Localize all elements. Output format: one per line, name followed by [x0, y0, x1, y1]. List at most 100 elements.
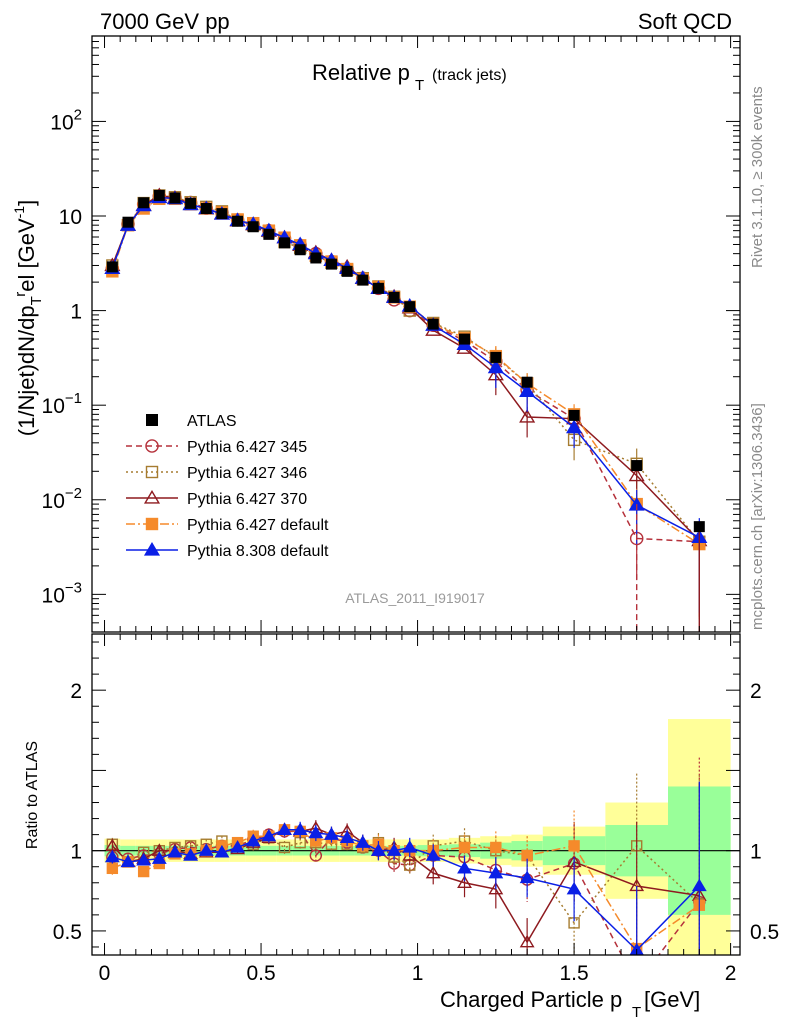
data-point-ATLAS	[294, 244, 306, 256]
plot-title-sub: T	[415, 77, 424, 94]
data-point-ATLAS	[427, 318, 439, 330]
mcplots-label: mcplots.cern.ch [arXiv:1306.3436]	[749, 403, 766, 630]
ratio-point-pdef	[137, 865, 150, 878]
data-point-ATLAS	[263, 228, 275, 240]
ratio-point-p8	[402, 840, 418, 853]
ratio-point-p8	[519, 870, 535, 884]
svg-text:Charged Particle p: Charged Particle p	[440, 987, 622, 1012]
data-point-ATLAS	[169, 192, 181, 204]
point-p370	[519, 409, 536, 423]
svg-text:T: T	[632, 1004, 641, 1021]
data-point-ATLAS	[122, 216, 134, 228]
data-point-ATLAS	[357, 274, 369, 286]
legend-item-p370: Pythia 6.427 370	[126, 490, 307, 508]
rivet-label: Rivet 3.1.10, ≥ 300k events	[749, 86, 766, 268]
plot-title-main: Relative p	[312, 60, 410, 85]
ratio-point-p8	[151, 851, 167, 864]
ratio-y-tick-label-right: 2	[750, 680, 762, 703]
data-point-ATLAS	[247, 221, 259, 233]
data-point-ATLAS	[106, 261, 118, 273]
ratio-point-p345	[309, 849, 323, 862]
ratio-point-p8	[371, 843, 386, 856]
series-line-p345	[111, 195, 700, 543]
point-p8	[487, 359, 504, 374]
y-tick-label: 10−2	[42, 485, 82, 513]
point-p370	[628, 467, 645, 482]
main-plot-frame	[91, 35, 741, 633]
legend-marker	[143, 490, 161, 504]
ratio-point-p8	[183, 848, 199, 861]
data-point-ATLAS	[388, 291, 400, 303]
ratio-point-p345	[631, 978, 642, 989]
ratio-point-p8	[261, 828, 277, 842]
analysis-watermark: ATLAS_2011_I919017	[345, 590, 485, 606]
ratio-point-p8	[457, 860, 472, 874]
data-point-ATLAS	[631, 460, 643, 472]
ratio-y-tick-label-right: 1	[750, 841, 762, 864]
legend-label: Pythia 6.427 370	[187, 491, 307, 508]
ratio-point-p8	[214, 844, 230, 858]
data-point-ATLAS	[200, 203, 212, 215]
ratio-y-tick-label: 2	[70, 680, 82, 703]
y-tick-label: 10−1	[42, 390, 82, 418]
legend-marker	[146, 414, 158, 426]
ratio-point-pdef	[106, 862, 119, 875]
svg-text:[GeV]: [GeV]	[644, 987, 700, 1012]
legend-item-ATLAS: ATLAS	[146, 413, 237, 430]
ratio-point-p8	[566, 881, 582, 895]
data-point-ATLAS	[216, 208, 228, 220]
header-left: 7000 GeV pp	[100, 9, 230, 34]
ratio-point-p8	[488, 865, 504, 879]
ratio-point-p370	[488, 881, 504, 895]
ratio-plot-frame	[91, 633, 741, 956]
x-tick-label: 0.5	[246, 962, 275, 985]
legend-item-p346: Pythia 6.427 346	[126, 465, 307, 482]
ratio-y-tick-label-right: 0.5	[750, 921, 779, 944]
legend-label: Pythia 6.427 346	[187, 465, 307, 482]
data-point-ATLAS	[153, 189, 165, 201]
legend-label: Pythia 6.427 default	[187, 517, 329, 534]
data-point-ATLAS	[310, 252, 322, 264]
ratio-point-p8	[198, 843, 214, 856]
data-point-ATLAS	[341, 265, 353, 277]
y-tick-label: 1	[70, 301, 82, 324]
data-point-ATLAS	[372, 282, 384, 294]
legend-item-pdef: Pythia 6.427 default	[126, 517, 329, 534]
data-point-ATLAS	[521, 376, 533, 388]
point-p8	[566, 419, 583, 434]
ratio-point-p8	[136, 852, 152, 866]
ratio-y-axis-label: Ratio to ATLAS	[24, 741, 41, 849]
y-tick-label: 10−3	[42, 579, 82, 607]
x-tick-label: 1.5	[559, 962, 588, 985]
data-point-ATLAS	[279, 237, 291, 249]
x-tick-label: 0	[99, 962, 111, 985]
point-p8	[519, 383, 536, 398]
legend-label: ATLAS	[187, 413, 237, 430]
data-point-ATLAS	[459, 333, 471, 345]
ratio-point-p8	[425, 848, 441, 861]
ratio-series-p8	[104, 781, 707, 955]
legend-label: Pythia 6.427 345	[187, 439, 307, 456]
ratio-point-p8	[292, 822, 308, 836]
legend-item-p8: Pythia 8.308 default	[126, 542, 329, 560]
ratio-y-tick-label: 1	[70, 841, 82, 864]
data-point-ATLAS	[138, 197, 150, 209]
svg-text:Relative p: Relative p	[312, 60, 410, 85]
data-point-ATLAS	[404, 301, 416, 313]
ratio-point-p370	[425, 865, 441, 879]
ratio-point-p8	[245, 833, 261, 847]
series-line-p8	[111, 196, 700, 539]
series-ATLAS	[106, 189, 705, 533]
ratio-point-p8	[339, 830, 355, 844]
ratio-point-p8	[386, 843, 402, 856]
legend-item-p345: Pythia 6.427 345	[126, 439, 307, 456]
legend-marker	[145, 517, 159, 531]
ratio-point-p8	[277, 822, 292, 836]
legend-marker	[145, 465, 159, 479]
ratio-point-p370	[457, 875, 472, 888]
y-tick-label: 102	[50, 106, 82, 134]
ratio-point-p8	[120, 854, 136, 868]
legend-marker	[145, 439, 159, 453]
ratio-point-p8	[167, 844, 183, 858]
